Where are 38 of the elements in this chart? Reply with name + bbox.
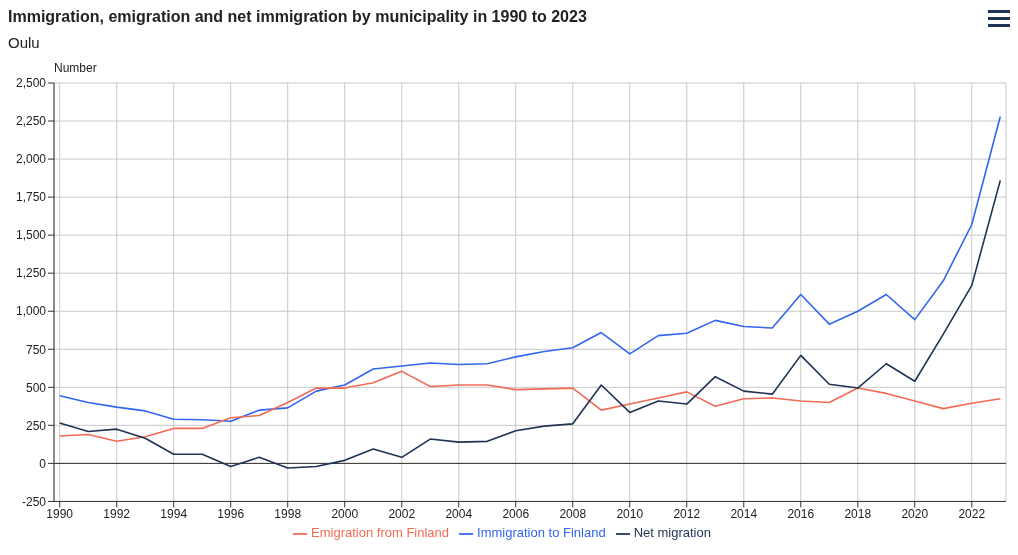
y-tick-label: 1,250 xyxy=(15,266,47,281)
x-tick-label: 1994 xyxy=(160,506,188,521)
y-tick-label: -250 xyxy=(21,494,47,509)
chart-subtitle: Oulu xyxy=(8,34,41,51)
line-series xyxy=(58,370,1002,443)
line-series xyxy=(58,179,1002,469)
y-tick-label: 1,750 xyxy=(15,190,47,205)
x-tick-label: 2018 xyxy=(844,506,872,521)
legend-label: Net migration xyxy=(633,525,711,541)
chart-title: Immigration, emigration and net immigration by municipality in 1990 to 2023 xyxy=(8,8,588,26)
y-axis-title: Number xyxy=(54,61,98,75)
y-tick-label: 1,000 xyxy=(15,304,47,319)
x-tick-label: 2010 xyxy=(616,506,644,521)
x-tick-label: 2006 xyxy=(502,506,530,521)
y-tick-label: 2,250 xyxy=(15,114,47,129)
y-tick-label: 2,000 xyxy=(15,152,47,167)
x-tick-label: 1992 xyxy=(103,506,131,521)
x-tick-label: 2002 xyxy=(388,506,416,521)
y-tick-label: 1,500 xyxy=(15,228,47,243)
line-series xyxy=(58,115,1002,423)
y-tick-label: 2,500 xyxy=(15,76,47,91)
y-tick-label: 250 xyxy=(25,418,47,433)
x-tick-label: 2016 xyxy=(787,506,815,521)
x-tick-label: 2014 xyxy=(730,506,758,521)
x-tick-label: 2004 xyxy=(445,506,473,521)
x-tick-label: 2022 xyxy=(958,506,986,521)
x-tick-label: 2020 xyxy=(901,506,929,521)
y-tick-label: 500 xyxy=(25,380,47,395)
y-tick-label: 750 xyxy=(25,342,47,357)
x-tick-label: 2000 xyxy=(331,506,359,521)
x-tick-label: 1998 xyxy=(274,506,302,521)
x-tick-label: 1990 xyxy=(46,506,74,521)
x-tick-label: 2012 xyxy=(673,506,701,521)
x-tick-label: 1996 xyxy=(217,506,245,521)
x-tick-label: 2008 xyxy=(559,506,587,521)
legend-label: Emigration from Finland xyxy=(311,525,450,541)
y-tick-label: 0 xyxy=(39,456,47,471)
legend-label: Immigration to Finland xyxy=(477,525,606,541)
